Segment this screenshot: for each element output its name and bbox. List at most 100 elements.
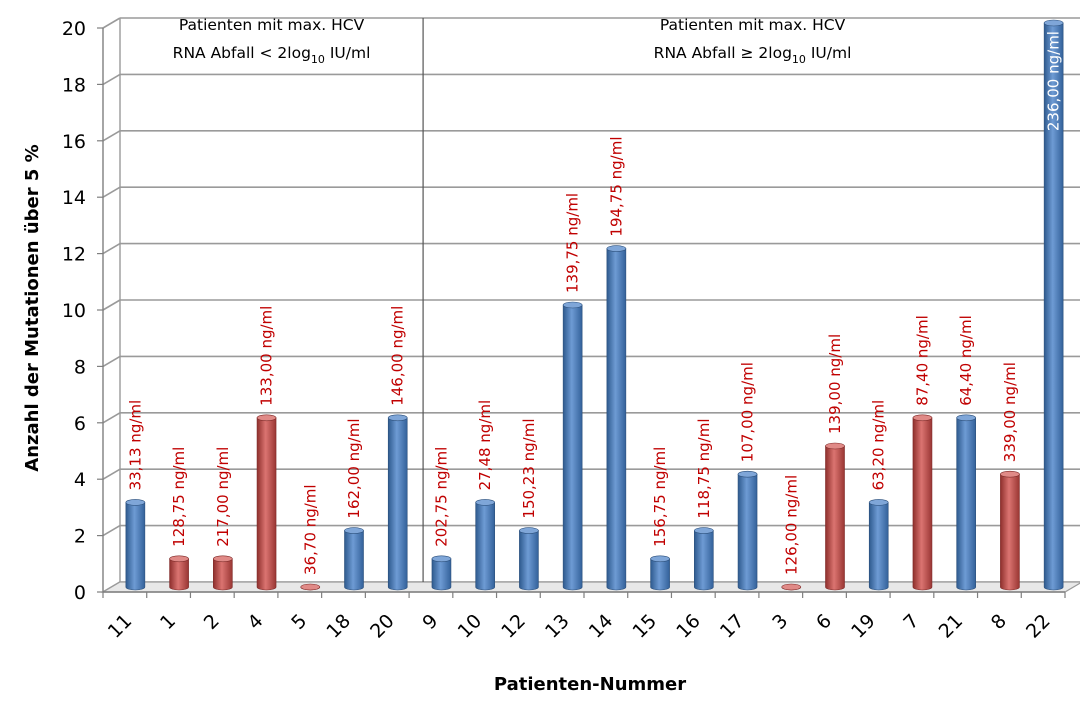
x-tick-label: 7 [899, 610, 923, 634]
gridline-side [102, 468, 121, 480]
bar-top [868, 499, 889, 506]
data-label: 64,40 ng/ml [957, 315, 975, 406]
bar-top [912, 414, 933, 422]
bar-2 [213, 555, 233, 591]
bar-body [606, 248, 627, 591]
bar-body [694, 530, 714, 591]
data-label: 202,75 ng/ml [432, 447, 450, 547]
x-tick-label: 17 [716, 610, 749, 643]
x-tick-label: 6 [812, 610, 836, 634]
bar-body [912, 417, 933, 591]
bar-top [606, 245, 627, 252]
y-tick-label: 16 [62, 131, 86, 153]
group-title-unit: IU/ml [806, 44, 851, 62]
group-title-text: RNA Abfall < 2log [173, 44, 311, 62]
y-tick-label: 10 [62, 300, 86, 322]
bar-4 [256, 414, 277, 591]
group-title-line2: RNA Abfall ≥ 2log10 IU/ml [654, 44, 852, 66]
bar-19 [868, 499, 889, 591]
group-title-unit: IU/ml [325, 44, 370, 62]
data-label: 107,00 ng/ml [739, 362, 757, 462]
bar-body [387, 417, 408, 591]
bar-top [737, 470, 758, 478]
bar-20 [387, 414, 408, 591]
data-label: 146,00 ng/ml [389, 306, 407, 406]
bar-13 [562, 301, 583, 591]
y-tick-label: 4 [74, 469, 86, 491]
bar-22 [1043, 19, 1064, 591]
data-label: 150,23 ng/ml [520, 418, 538, 518]
bar-body [213, 558, 233, 591]
bar-11 [125, 499, 146, 591]
x-tick-label: 21 [935, 610, 968, 643]
data-label: 63,20 ng/ml [870, 400, 888, 491]
bar-body [431, 558, 452, 591]
gridline-side [102, 130, 121, 142]
gridlines [100, 17, 1080, 593]
y-tick-label: 20 [62, 18, 86, 40]
bar-15 [650, 555, 670, 591]
bar-3 [781, 583, 802, 591]
x-tick-label: 13 [541, 610, 574, 643]
bar-body [519, 530, 539, 591]
x-tick-label: 20 [366, 610, 399, 643]
bar-body [562, 304, 583, 591]
x-tick-label: 16 [672, 610, 705, 643]
bar-top [213, 555, 233, 563]
x-tick-label: 11 [104, 610, 137, 643]
bar-body [344, 530, 364, 591]
x-tick-label: 8 [987, 610, 1011, 634]
data-label: 156,75 ng/ml [651, 447, 669, 547]
bar-5 [300, 583, 321, 591]
group-title-line1: Patienten mit max. HCV [660, 16, 846, 34]
group-title-subscript: 10 [311, 53, 325, 66]
y-tick-label: 6 [74, 413, 86, 435]
data-label: 236,00 ng/ml [1045, 31, 1063, 131]
plot-floor [100, 581, 1080, 593]
group-title-subscript: 10 [792, 53, 806, 66]
bar-7 [912, 414, 933, 591]
bar-body [1043, 22, 1064, 591]
x-tick-label: 12 [497, 610, 530, 643]
data-label: 139,75 ng/ml [564, 193, 582, 293]
bar-18 [344, 527, 364, 591]
bar-top [956, 414, 976, 422]
x-tick-label: 4 [243, 610, 267, 634]
bar-top [1000, 470, 1020, 478]
group-title-line2: RNA Abfall < 2log10 IU/ml [173, 44, 371, 66]
x-tick-label: 9 [418, 610, 442, 634]
y-axis-title: Anzahl der Mutationen über 5 % [22, 144, 43, 471]
bar-top [256, 414, 277, 422]
gridline-side [102, 186, 121, 198]
x-tick-label: 1 [156, 610, 180, 634]
y-tick-label: 0 [74, 582, 86, 604]
bar-top [300, 583, 321, 591]
bar-body [737, 473, 758, 591]
data-label: 194,75 ng/ml [607, 136, 625, 236]
bar-16 [694, 527, 714, 591]
bar-9 [431, 555, 452, 591]
data-label: 27,48 ng/ml [476, 400, 494, 491]
bar-top [1043, 19, 1064, 27]
data-label: 217,00 ng/ml [214, 447, 232, 547]
gridline-side [102, 299, 121, 311]
bar-top [125, 499, 146, 506]
x-tick-label: 15 [628, 610, 661, 643]
bar-6 [825, 442, 845, 591]
bar-top [344, 527, 364, 534]
data-label: 133,00 ng/ml [258, 306, 276, 406]
x-tick-label: 2 [200, 610, 224, 634]
data-label: 118,75 ng/ml [695, 418, 713, 518]
data-label: 128,75 ng/ml [170, 447, 188, 547]
gridline-side [102, 73, 121, 86]
data-label: 162,00 ng/ml [345, 418, 363, 518]
bar-body [825, 445, 845, 591]
y-tick-label: 2 [74, 526, 86, 548]
y-tick-label: 18 [62, 74, 86, 96]
gridline-side [102, 412, 121, 424]
bar-body [956, 417, 976, 591]
bar-top [519, 527, 539, 534]
group-title-text: RNA Abfall ≥ 2log [654, 44, 792, 62]
x-tick-label: 5 [287, 610, 311, 634]
